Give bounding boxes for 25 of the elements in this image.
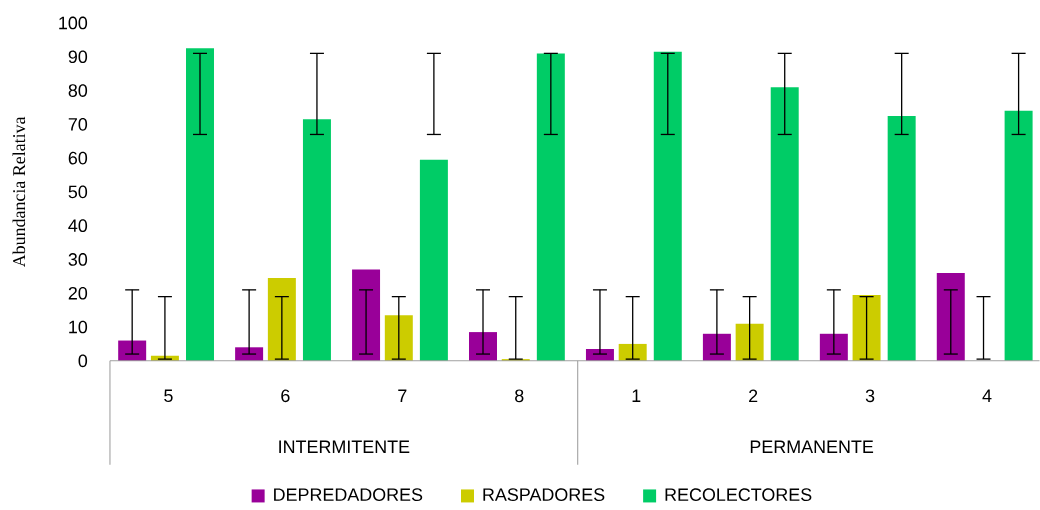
y-tick-label: 30 — [68, 253, 88, 266]
y-tick-label: 10 — [69, 320, 88, 334]
x-tick-label: 6 — [281, 389, 290, 403]
y-tick-label: 90 — [68, 50, 88, 64]
x-tick-label: 7 — [398, 389, 407, 403]
legend-label: RASPADORES — [483, 488, 605, 502]
legend-label: DEPREDADORES — [274, 488, 423, 502]
x-tick-label: 1 — [632, 389, 641, 403]
x-tick-label: 2 — [749, 389, 758, 403]
y-tick-label: 70 — [68, 118, 88, 131]
y-tick-label: 40 — [68, 219, 88, 233]
legend-label: RECOLECTORES — [665, 488, 812, 502]
x-tick-label: 4 — [982, 389, 992, 403]
text: INTERMITENTE — [279, 440, 410, 454]
y-tick-label: 0 — [78, 354, 88, 368]
y-tick-label: 20 — [68, 287, 88, 300]
y-axis-title: Abundancia Relativa — [12, 116, 26, 268]
text: PERMANENTE — [750, 440, 874, 454]
x-tick-label: 8 — [515, 389, 524, 403]
x-tick-label: 3 — [865, 389, 875, 403]
x-tick-label: 5 — [164, 389, 173, 403]
y-tick-label: 80 — [68, 84, 88, 98]
y-tick-label: 60 — [68, 151, 88, 165]
y-tick-label: 50 — [68, 185, 88, 199]
y-tick-label: 100 — [59, 16, 88, 30]
